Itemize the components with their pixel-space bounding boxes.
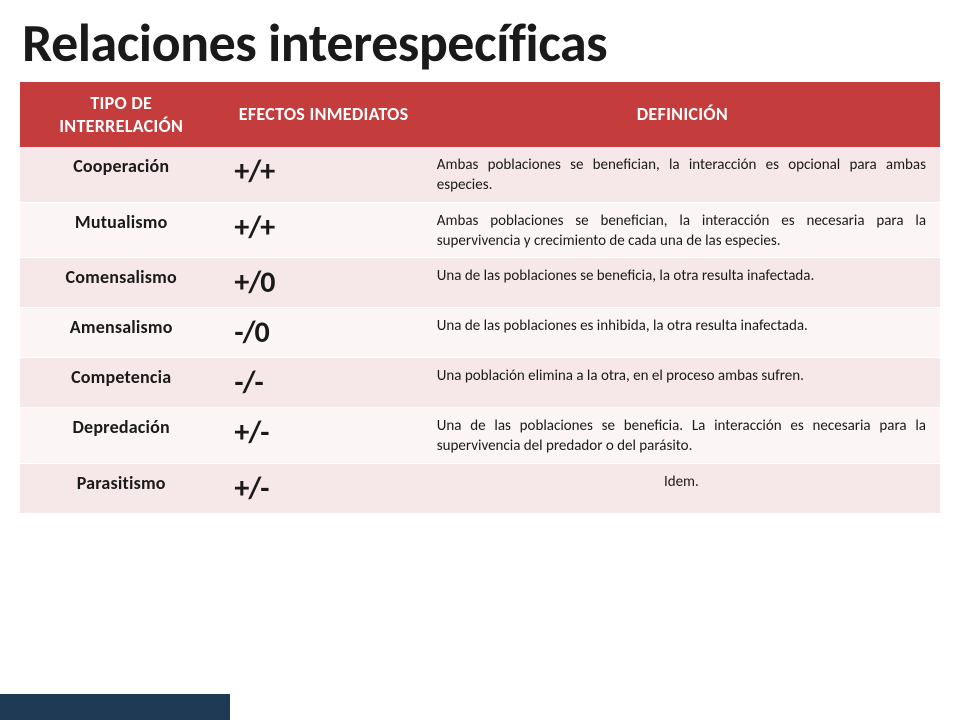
cell-effects: +/+ — [222, 202, 424, 258]
col-header-def: DEFINICIÓN — [425, 82, 940, 147]
cell-type: Cooperación — [20, 147, 222, 202]
table-row: Depredación+/-Una de las poblaciones se … — [20, 408, 940, 464]
table-row: Comensalismo+/0Una de las poblaciones se… — [20, 258, 940, 308]
col-header-type: TIPO DE INTERRELACIÓN — [20, 82, 222, 147]
page-title: Relaciones interespecíficas — [0, 0, 960, 82]
cell-effects: +/- — [222, 463, 424, 513]
col-header-effects: EFECTOS INMEDIATOS — [222, 82, 424, 147]
cell-definition: Una de las poblaciones es inhibida, la o… — [425, 308, 940, 358]
cell-effects: +/0 — [222, 258, 424, 308]
cell-definition: Ambas poblaciones se benefician, la inte… — [425, 202, 940, 258]
table-row: Parasitismo+/-Idem. — [20, 463, 940, 513]
table-row: Amensalismo-/0Una de las poblaciones es … — [20, 308, 940, 358]
relations-table: TIPO DE INTERRELACIÓN EFECTOS INMEDIATOS… — [20, 82, 940, 514]
cell-definition: Ambas poblaciones se benefician, la inte… — [425, 147, 940, 202]
cell-effects: +/- — [222, 408, 424, 464]
cell-definition: Una de las poblaciones se beneficia, la … — [425, 258, 940, 308]
table-row: Cooperación+/+Ambas poblaciones se benef… — [20, 147, 940, 202]
cell-type: Comensalismo — [20, 258, 222, 308]
cell-type: Depredación — [20, 408, 222, 464]
cell-definition: Idem. — [425, 463, 940, 513]
cell-type: Mutualismo — [20, 202, 222, 258]
cell-type: Competencia — [20, 358, 222, 408]
table-row: Competencia-/-Una población elimina a la… — [20, 358, 940, 408]
cell-type: Amensalismo — [20, 308, 222, 358]
cell-effects: +/+ — [222, 147, 424, 202]
footer-accent — [0, 694, 230, 720]
cell-definition: Una de las poblaciones se beneficia. La … — [425, 408, 940, 464]
cell-effects: -/- — [222, 358, 424, 408]
cell-type: Parasitismo — [20, 463, 222, 513]
cell-definition: Una población elimina a la otra, en el p… — [425, 358, 940, 408]
cell-effects: -/0 — [222, 308, 424, 358]
table-row: Mutualismo+/+Ambas poblaciones se benefi… — [20, 202, 940, 258]
